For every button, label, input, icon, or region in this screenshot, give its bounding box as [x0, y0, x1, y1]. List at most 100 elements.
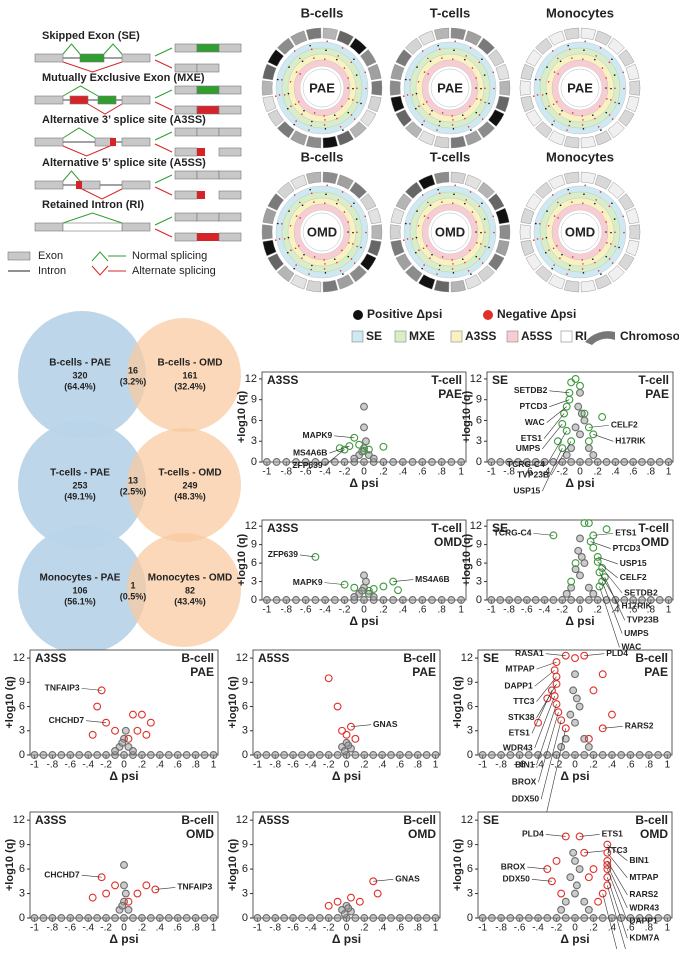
- track-dot: [299, 217, 301, 219]
- gene-label: MS4A6B: [415, 574, 449, 584]
- x-tick-label: 1: [666, 467, 672, 478]
- legend-label: A3SS: [465, 329, 496, 343]
- point: [576, 458, 584, 466]
- leader: [540, 720, 562, 800]
- gene-label: BIN1: [515, 759, 535, 769]
- normal-key: [91, 251, 109, 262]
- chromosome: [520, 239, 535, 257]
- point: [566, 873, 575, 882]
- chromosome: [390, 207, 405, 225]
- track-dot: [451, 259, 453, 261]
- point: [280, 914, 289, 922]
- point: [298, 914, 306, 922]
- venn-pct: (43.4%): [174, 596, 206, 606]
- y-tick-label: 3: [467, 887, 473, 899]
- point: [574, 546, 583, 555]
- x-tick-label: .6: [418, 605, 427, 616]
- x-tick-label: .8: [647, 605, 656, 616]
- track-dot: [288, 66, 290, 68]
- leader: [607, 864, 628, 909]
- point: [289, 751, 298, 759]
- leader: [597, 561, 618, 579]
- point: [379, 596, 388, 604]
- point: [321, 596, 330, 604]
- exon: [121, 222, 151, 232]
- chromosome: [306, 171, 322, 184]
- track-dot: [336, 261, 338, 264]
- gene-label: MAPK9: [293, 577, 323, 587]
- exon: [7, 251, 31, 261]
- track-dot: [469, 47, 472, 49]
- track-dot: [326, 184, 329, 187]
- chromosome: [367, 95, 382, 113]
- gene-label: MTPAP: [629, 872, 658, 882]
- track-dot: [591, 258, 594, 260]
- leader: [155, 887, 176, 890]
- significant-point: [552, 700, 561, 709]
- chromosome: [349, 265, 367, 283]
- x-tick-label: .2: [138, 923, 147, 934]
- track-dot: [605, 255, 608, 258]
- track-dot: [421, 50, 424, 52]
- x-tick-label: -.8: [280, 605, 292, 616]
- chromosome: [477, 37, 495, 55]
- track-dot: [347, 111, 350, 114]
- point: [608, 751, 616, 759]
- point: [569, 686, 578, 695]
- track-dot: [571, 201, 573, 203]
- venn-label: T-cells - PAE: [50, 468, 110, 479]
- track-dot: [583, 49, 585, 52]
- y-tick-label: 0: [242, 749, 248, 761]
- track-dot: [539, 78, 541, 81]
- point: [644, 914, 653, 922]
- gene-label: DDX50: [512, 794, 540, 804]
- track-dot: [584, 40, 587, 43]
- x-tick-label: -.6: [300, 605, 312, 616]
- significant-point: [88, 893, 97, 902]
- track-dot: [475, 255, 478, 258]
- y-tick-label: 0: [467, 749, 473, 761]
- chromosome: [277, 181, 295, 199]
- chromosome: [360, 193, 377, 211]
- y-tick-label: 6: [19, 700, 25, 712]
- y-tick-label: 12: [236, 652, 248, 664]
- chromosome: [290, 30, 308, 46]
- track-dot: [478, 205, 481, 208]
- track-dot: [313, 112, 316, 114]
- y-tick-label: 6: [19, 863, 25, 875]
- y-axis-label: +log10 (q): [461, 534, 473, 587]
- retained: [62, 222, 123, 232]
- track-dot: [559, 204, 562, 207]
- track-dot: [557, 217, 559, 219]
- significant-point: [557, 889, 566, 898]
- track-dot: [313, 57, 315, 59]
- point: [584, 583, 593, 592]
- track-dot: [608, 258, 611, 260]
- x-tick-label: -.2: [100, 923, 112, 934]
- y-tick-label: 6: [242, 863, 248, 875]
- gene-label: H17RIK: [621, 601, 652, 611]
- chromosome: [306, 280, 322, 293]
- point: [120, 751, 128, 759]
- cell-label: T-cell: [638, 521, 669, 535]
- leader: [536, 676, 557, 702]
- point: [129, 914, 137, 922]
- track-dot: [605, 231, 607, 233]
- track-dot: [293, 123, 295, 126]
- chromosome: [360, 49, 377, 67]
- chromosome: [488, 253, 505, 271]
- x-tick-label: -.8: [47, 923, 59, 934]
- chromosome: [389, 80, 401, 96]
- track-dot: [566, 273, 568, 275]
- track-dot: [545, 236, 548, 239]
- track-dot: [567, 188, 569, 191]
- track-dot: [438, 124, 441, 127]
- chromosome: [262, 239, 277, 257]
- leader: [536, 683, 557, 719]
- condition-label: PAE: [190, 665, 214, 679]
- track-dot: [475, 231, 477, 233]
- gene-label: PTCD3: [613, 543, 641, 553]
- track-dot: [347, 221, 349, 223]
- point: [593, 596, 602, 604]
- track-dot: [464, 261, 466, 264]
